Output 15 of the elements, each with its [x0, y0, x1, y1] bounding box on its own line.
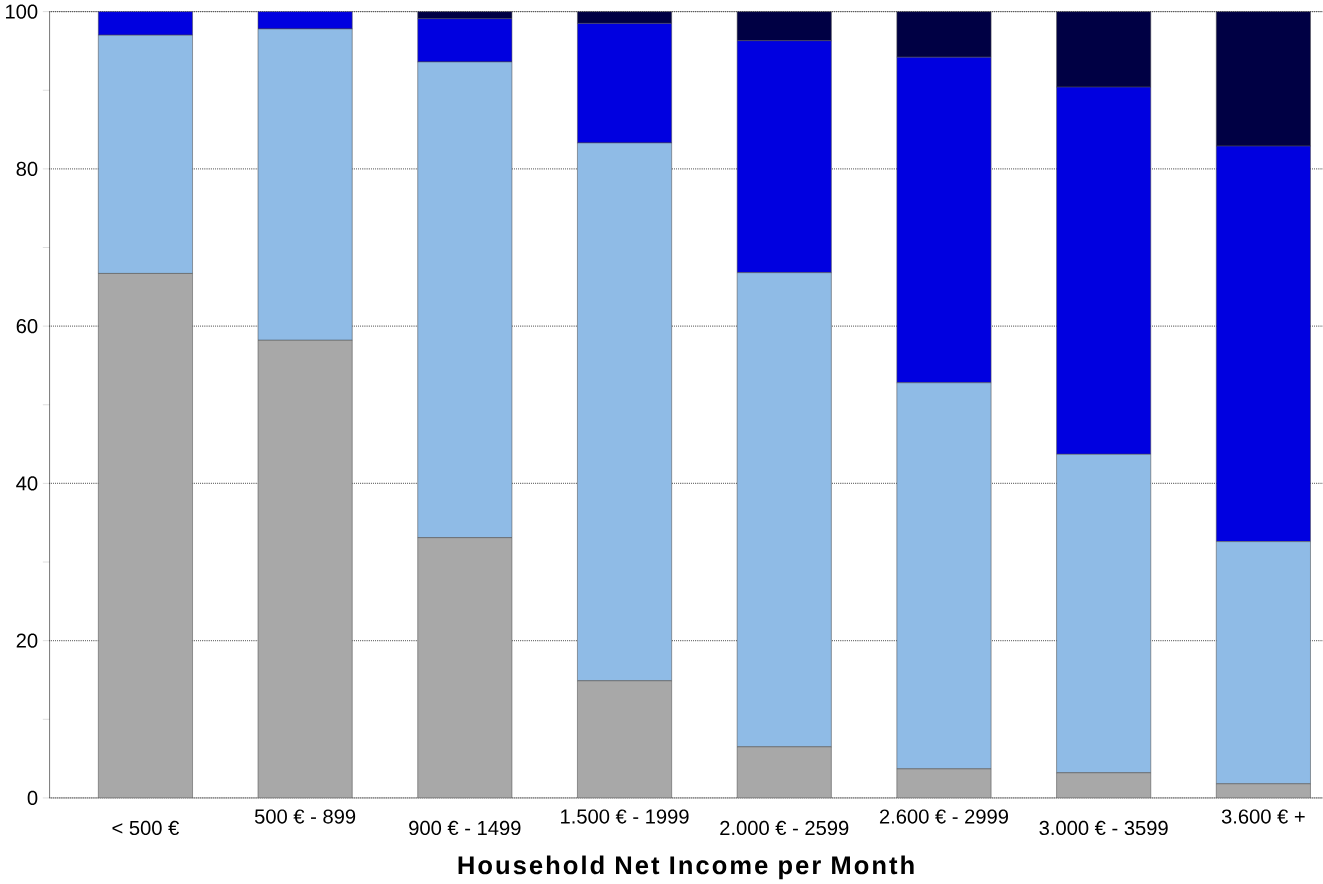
x-tick-label: 2.600 € - 2999 — [879, 809, 1008, 824]
x-tick-label: 3.000 € - 3599 — [1039, 820, 1168, 836]
y-tick-label: 20 — [16, 633, 38, 648]
x-tick-label: 1.500 € - 1999 — [561, 809, 689, 824]
y-tick-label: 100 — [6, 4, 38, 19]
y-tick-label: 80 — [16, 161, 38, 177]
x-axis-title: Household Net Income per Month — [458, 855, 914, 880]
y-tick-label: 0 — [27, 790, 38, 806]
x-tick-label: 2.000 € - 2599 — [720, 820, 849, 836]
x-tick-label: 3.600 € + — [1221, 809, 1305, 824]
x-tick-label: < 500 € — [112, 820, 180, 836]
y-tick-label: 60 — [16, 319, 38, 334]
x-tick-label: 500 € - 899 — [254, 809, 356, 824]
y-tick-label: 40 — [16, 476, 38, 491]
x-tick-label: 900 € - 1499 — [409, 820, 521, 836]
